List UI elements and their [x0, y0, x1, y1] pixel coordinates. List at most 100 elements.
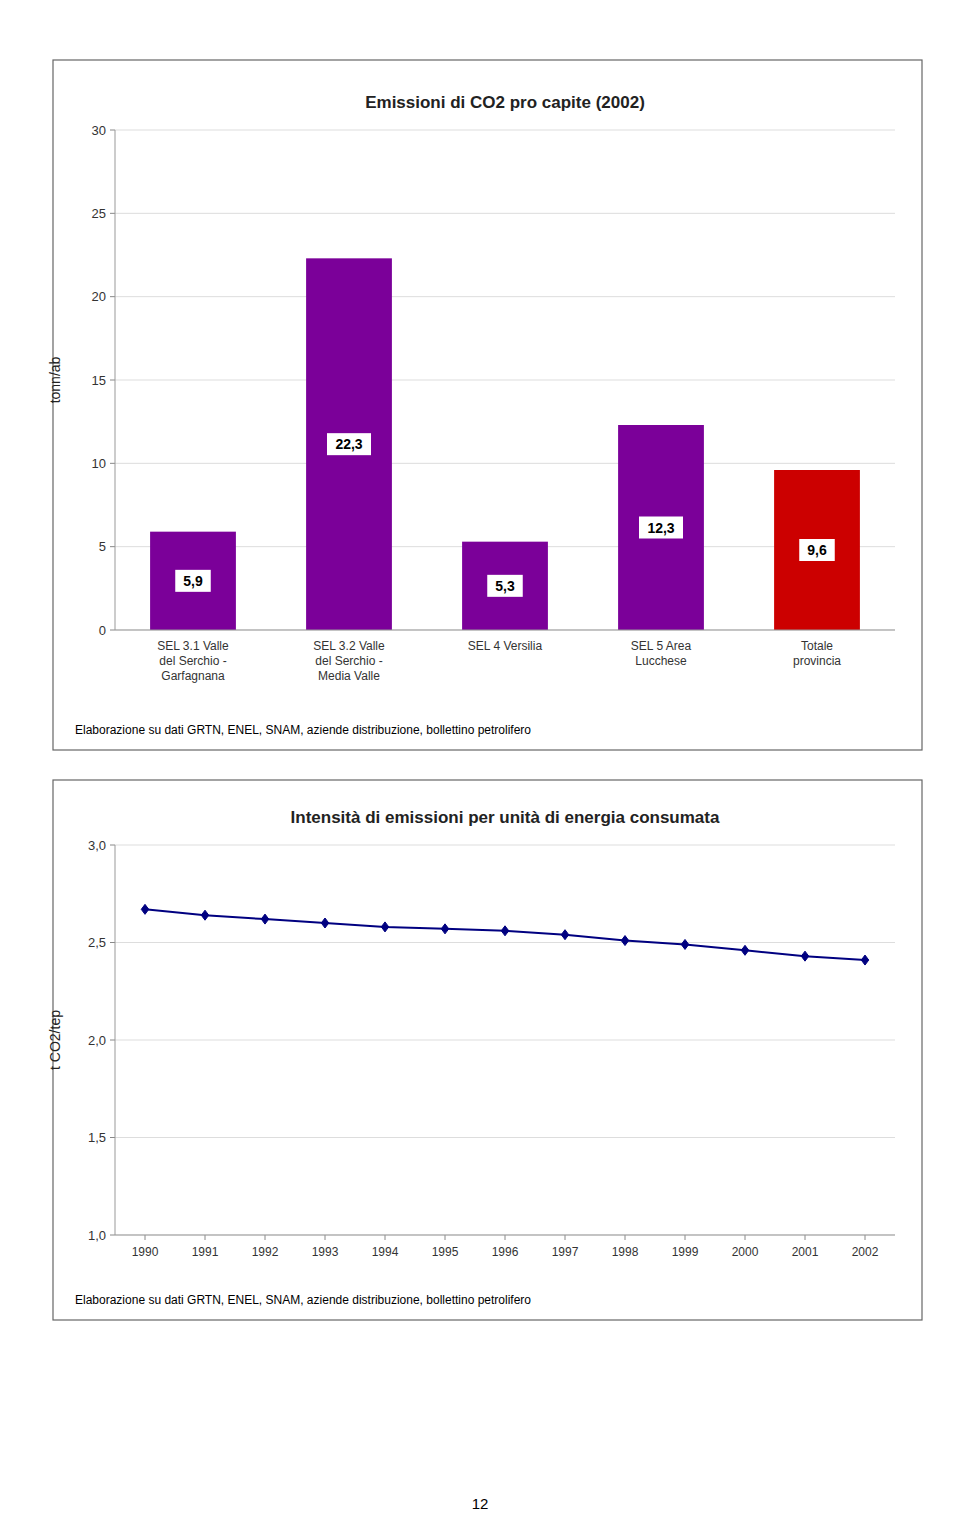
data-label: 5,9	[183, 573, 203, 589]
bar	[618, 425, 704, 630]
grid-line	[115, 380, 895, 381]
grid-line	[115, 1235, 895, 1236]
y-tick-label: 30	[92, 123, 106, 138]
y-tick-label: 2,5	[88, 935, 106, 950]
y-tick-label: 2,0	[88, 1033, 106, 1048]
y-tick	[110, 630, 115, 631]
y-tick-label: 25	[92, 206, 106, 221]
x-tick-label: SEL 4 Versilia	[468, 639, 543, 653]
marker	[741, 945, 749, 955]
x-tick-label: 1999	[672, 1245, 699, 1259]
bar	[462, 542, 548, 630]
chart-frame	[53, 780, 922, 1320]
marker	[441, 924, 449, 934]
x-tick	[145, 1235, 146, 1240]
y-axis-line	[115, 845, 116, 1235]
y-tick	[110, 1137, 115, 1138]
plot-marks	[141, 904, 869, 965]
x-tick-label: 2001	[792, 1245, 819, 1259]
x-tick-label: 1993	[312, 1245, 339, 1259]
x-tick	[745, 1235, 746, 1240]
bar	[774, 470, 860, 630]
x-tick	[205, 1235, 206, 1240]
x-tick-label: SEL 5 AreaLucchese	[631, 639, 692, 668]
chart-title: Intensità di emissioni per unità di ener…	[291, 808, 720, 827]
y-tick	[110, 130, 115, 131]
data-label: 9,6	[807, 542, 827, 558]
x-tick-label: 1994	[372, 1245, 399, 1259]
grid-line	[115, 942, 895, 943]
grid-line	[115, 463, 895, 464]
y-tick-label: 3,0	[88, 838, 106, 853]
marker	[621, 936, 629, 946]
x-tick	[685, 1235, 686, 1240]
y-tick-label: 20	[92, 289, 106, 304]
grid-line	[115, 213, 895, 214]
x-tick	[625, 1235, 626, 1240]
data-label: 22,3	[335, 436, 362, 452]
y-tick	[110, 1235, 115, 1236]
data-label-box	[799, 539, 835, 561]
bar	[150, 532, 236, 630]
chart-bar: Emissioni di CO2 pro capite (2002)051015…	[47, 60, 922, 750]
x-tick-label: 2000	[732, 1245, 759, 1259]
bar	[306, 258, 392, 630]
x-tick-label: SEL 3.1 Valledel Serchio -Garfagnana	[157, 639, 229, 683]
y-tick-label: 1,5	[88, 1130, 106, 1145]
marker	[861, 955, 869, 965]
y-tick	[110, 213, 115, 214]
y-axis-label: t CO2/tep	[47, 1010, 63, 1070]
marker	[501, 926, 509, 936]
x-tick	[385, 1235, 386, 1240]
x-tick-label: 1991	[192, 1245, 219, 1259]
x-tick	[805, 1235, 806, 1240]
line	[145, 909, 865, 960]
grid-line	[115, 845, 895, 846]
page-number: 12	[472, 1495, 489, 1512]
x-tick	[445, 1235, 446, 1240]
marker	[801, 951, 809, 961]
data-label: 12,3	[647, 520, 674, 536]
x-tick	[325, 1235, 326, 1240]
y-tick	[110, 296, 115, 297]
marker	[561, 930, 569, 940]
y-axis-label: tonn/ab	[47, 356, 63, 403]
x-axis-line	[115, 1235, 895, 1236]
source-note: Elaborazione su dati GRTN, ENEL, SNAM, a…	[75, 1293, 531, 1307]
x-tick-label: 1992	[252, 1245, 279, 1259]
x-tick-label: 1996	[492, 1245, 519, 1259]
x-tick	[865, 1235, 866, 1240]
x-axis-line	[115, 630, 895, 631]
marker	[201, 910, 209, 920]
y-tick-label: 10	[92, 456, 106, 471]
chart-line: Intensità di emissioni per unità di ener…	[47, 780, 922, 1320]
y-tick-label: 1,0	[88, 1228, 106, 1243]
x-tick-label: Totaleprovincia	[793, 639, 841, 668]
grid-line	[115, 1040, 895, 1041]
data-label-box	[487, 575, 523, 597]
grid-line	[115, 630, 895, 631]
labels: 5,9 22,3 5,3 12,3 9,6	[175, 433, 835, 597]
y-tick-label: 0	[99, 623, 106, 638]
y-tick	[110, 380, 115, 381]
marker	[141, 904, 149, 914]
grid-line	[115, 130, 895, 131]
y-axis-line	[115, 130, 116, 630]
x-tick-label: 1998	[612, 1245, 639, 1259]
source-note: Elaborazione su dati GRTN, ENEL, SNAM, a…	[75, 723, 531, 737]
marker	[261, 914, 269, 924]
x-tick-label: 2002	[852, 1245, 879, 1259]
data-label: 5,3	[495, 578, 515, 594]
plot-marks	[150, 258, 860, 630]
y-tick	[110, 1040, 115, 1041]
grid-line	[115, 296, 895, 297]
data-label-box	[327, 433, 371, 455]
x-tick	[505, 1235, 506, 1240]
x-tick-label: 1997	[552, 1245, 579, 1259]
y-tick-label: 15	[92, 373, 106, 388]
y-tick	[110, 942, 115, 943]
data-label-box	[175, 570, 211, 592]
y-tick	[110, 463, 115, 464]
background	[0, 0, 960, 1537]
x-tick	[265, 1235, 266, 1240]
